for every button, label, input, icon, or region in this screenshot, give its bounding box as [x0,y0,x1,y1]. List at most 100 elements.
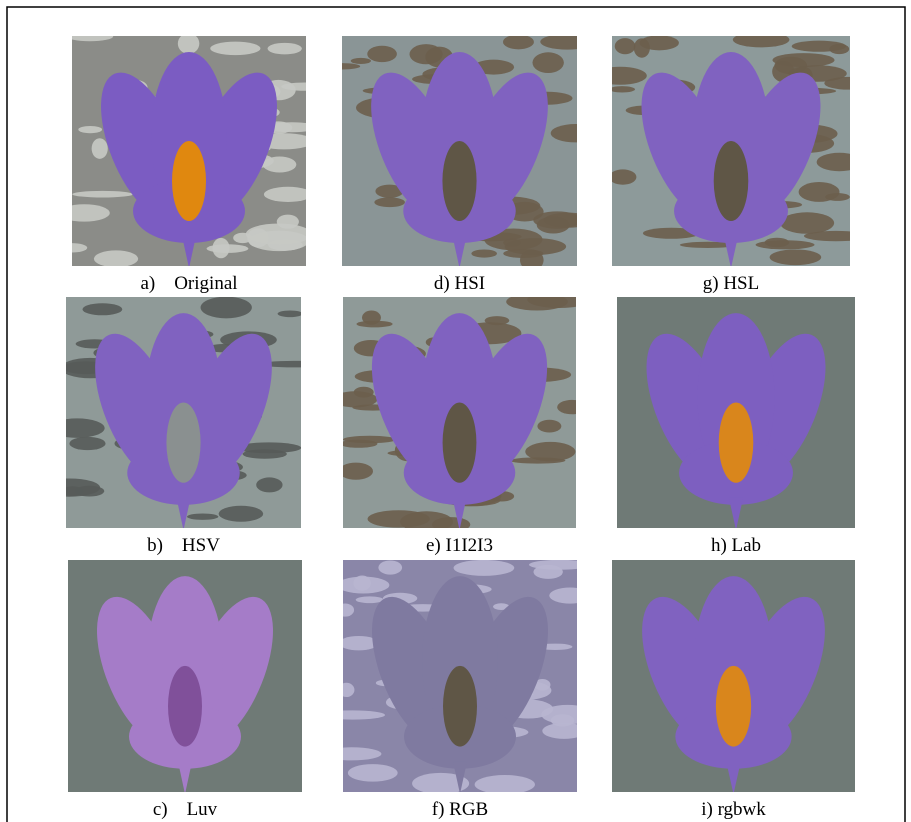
texture-patch [348,764,398,782]
panel-image [320,560,594,794]
texture-patch [367,46,397,62]
texture-patch [82,303,122,315]
image-content [324,34,600,271]
panel-image [617,297,855,530]
texture-patch [549,588,591,604]
texture-patch [799,182,840,202]
texture-patch [410,44,443,64]
texture-patch [368,510,430,527]
texture-patch [792,41,846,52]
image-content [593,32,872,268]
figure: a) Original d) HSI g) HSL b) HSV e) I1I2I3 h)… [0,0,911,822]
flower-center [714,141,749,221]
texture-patch [178,33,200,54]
texture-patch [551,124,601,142]
texture-patch [351,58,371,64]
image-content [333,291,591,532]
texture-patch [50,418,105,437]
texture-patch [201,297,252,319]
panel-image [333,291,591,532]
texture-patch [187,513,218,519]
texture-patch [72,191,133,198]
texture-patch [615,38,636,54]
flower-center [443,402,477,482]
texture-patch [320,710,385,719]
panel-caption: e) I1I2I3 [426,535,493,556]
texture-patch [532,52,563,73]
flower-center [443,666,477,747]
texture-patch [57,243,87,252]
texture-patch [593,67,647,85]
texture-patch [485,316,510,325]
panel-caption: a) Original [140,273,237,294]
texture-patch [609,169,636,184]
image-content [612,560,855,794]
texture-patch [733,32,790,47]
texture-patch [817,153,862,171]
texture-patch [533,565,562,579]
flower-center [168,666,202,747]
texture-patch [353,576,371,591]
texture-patch [336,603,354,616]
flower-center [442,141,476,221]
texture-patch [278,310,303,317]
texture-patch [268,43,302,55]
texture-patch [69,437,105,450]
panel-image [68,560,302,794]
texture-patch [92,138,108,159]
panel-image [57,32,329,268]
texture-patch [264,187,312,202]
texture-patch [756,240,815,249]
texture-patch [213,238,230,258]
image-content [57,32,329,268]
texture-patch [356,596,384,603]
flower-center [166,402,200,482]
texture-patch [333,391,378,407]
texture-patch [338,683,354,697]
texture-patch [541,705,594,724]
texture-patch [540,34,594,50]
texture-patch [322,747,382,760]
texture-patch [537,420,561,433]
texture-patch [263,157,297,173]
panel-caption: i) rgbwk [701,799,766,820]
texture-patch [503,35,534,50]
image-content [68,560,302,794]
texture-patch [542,723,586,739]
texture-patch [219,506,264,522]
texture-patch [475,775,535,794]
texture-patch [525,442,575,461]
panel-image [39,297,327,530]
panel-caption: g) HSL [703,273,759,294]
panel-image [324,34,600,271]
flower-center [716,666,751,747]
texture-patch [356,321,392,328]
texture-patch [324,63,360,69]
texture-patch [66,32,113,42]
texture-patch [256,477,282,492]
panel-caption: b) HSV [147,535,220,556]
image-content [39,297,327,530]
texture-patch [78,126,102,133]
texture-patch [527,291,591,308]
image-content [320,560,594,794]
texture-patch [634,38,650,57]
texture-patch [454,560,515,576]
texture-patch [246,223,312,244]
image-content [617,297,855,530]
panel-caption: d) HSI [434,273,485,294]
texture-patch [340,440,378,448]
flower-center [719,402,754,482]
texture-patch [339,463,373,480]
texture-patch [537,217,570,234]
panel-caption: h) Lab [711,535,761,556]
texture-patch [770,249,822,265]
texture-patch [471,249,497,257]
texture-patch [94,250,138,267]
flower-center [172,141,206,221]
texture-patch [557,400,587,414]
texture-patch [39,478,101,496]
texture-patch [780,212,834,234]
texture-patch [520,250,544,271]
texture-patch [378,560,402,574]
